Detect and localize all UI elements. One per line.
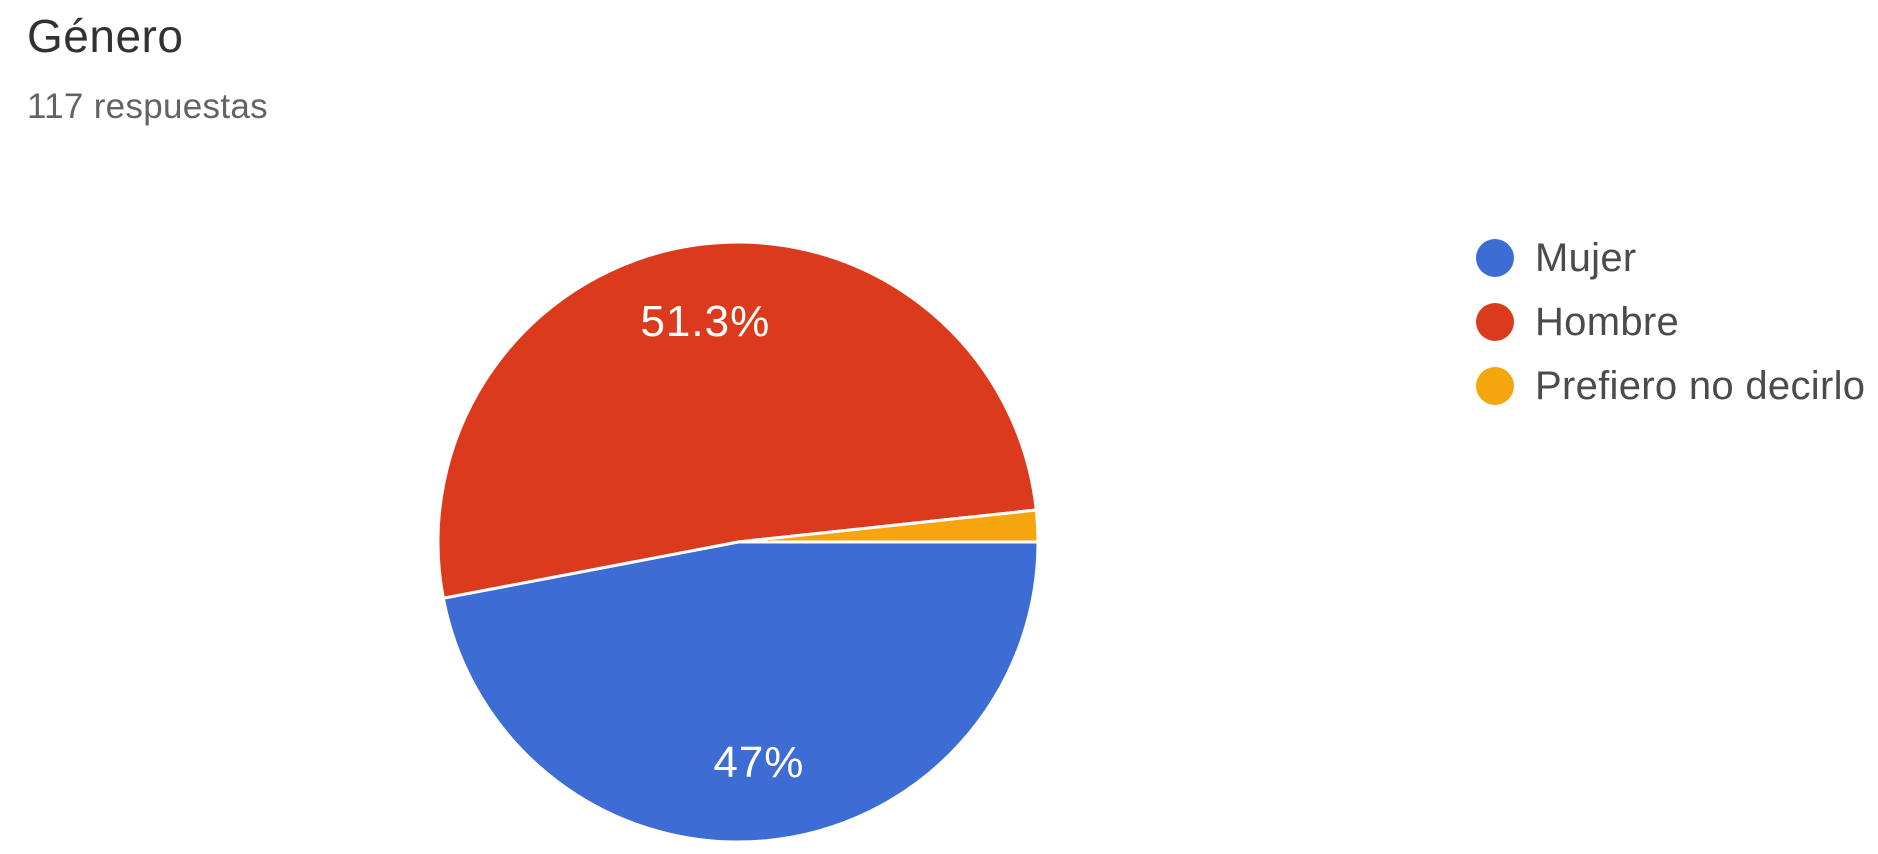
legend-item-prefiero-no-decirlo: Prefiero no decirlo — [1476, 363, 1866, 408]
pie-slice-prefiero-no-decirlo[interactable] — [736, 508, 1040, 544]
question-title: Género — [27, 10, 184, 62]
legend-swatch-icon — [1476, 239, 1514, 277]
pie-chart-container: 47% 51.3% — [431, 235, 1045, 849]
response-count: 117 respuestas — [27, 86, 268, 126]
legend-label: Hombre — [1535, 299, 1680, 344]
pie-slice-hombre[interactable] — [436, 240, 1038, 600]
legend-item-hombre: Hombre — [1476, 299, 1865, 344]
pie-chart — [436, 240, 1040, 844]
legend-item-mujer: Mujer — [1476, 235, 1865, 280]
legend-swatch-icon — [1476, 367, 1514, 405]
legend-label: Prefiero no decirlo — [1535, 363, 1866, 408]
legend-label: Mujer — [1535, 235, 1637, 280]
chart-legend: Mujer Hombre Prefiero no decirlo — [1476, 235, 1866, 430]
legend-swatch-icon — [1476, 303, 1514, 341]
pie-slice-mujer[interactable] — [441, 540, 1040, 844]
question-header: Género 117 respuestas — [27, 10, 268, 127]
